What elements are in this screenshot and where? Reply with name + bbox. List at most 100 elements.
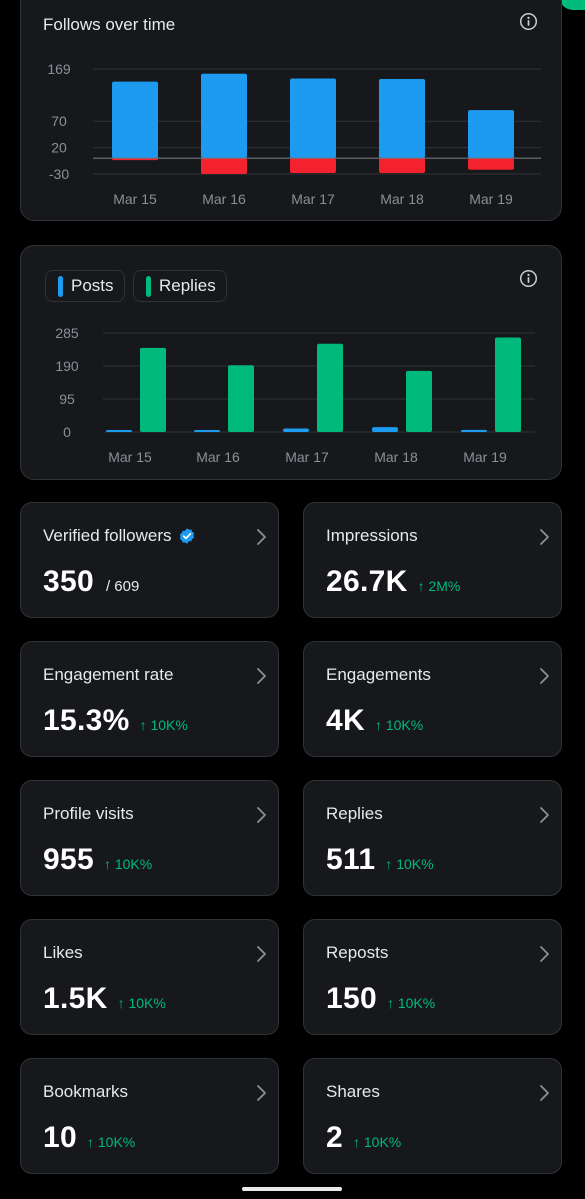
metric-delta: ↑ 10K% [117, 995, 166, 1011]
metric-label: Engagement rate [43, 665, 173, 685]
chevron-right-icon [540, 668, 549, 684]
metric-value: 511 [326, 843, 376, 876]
metric-total: / 609 [105, 578, 140, 595]
metric-label: Reposts [326, 943, 388, 963]
metric-label-text: Likes [43, 943, 83, 962]
metric-value: 15.3% [43, 704, 130, 737]
metric-card-likes[interactable]: Likes 1.5K ↑ 10K% [20, 919, 279, 1035]
home-indicator [242, 1187, 342, 1191]
metric-label: Impressions [326, 526, 418, 546]
metric-value: 4K [326, 704, 365, 737]
replies-bar [406, 370, 432, 432]
follows-lost-bar [379, 158, 425, 173]
follows-card-title: Follows over time [43, 15, 176, 34]
metric-value-row: 2 ↑ 10K% [326, 1121, 401, 1155]
x-tick-label: Mar 15 [113, 191, 157, 207]
metric-value-row: 26.7K ↑ 2M% [326, 565, 460, 599]
metric-delta: ↑ 10K% [385, 856, 434, 872]
metric-label: Bookmarks [43, 1082, 128, 1102]
chevron-right-icon [540, 807, 549, 823]
x-tick-label: Mar 18 [374, 449, 418, 465]
follows-gained-bar [201, 73, 247, 159]
chevron-right-icon [540, 1085, 549, 1101]
y-tick-label: -30 [49, 166, 69, 182]
metric-delta: ↑ 10K% [353, 1134, 402, 1150]
posts-bar [194, 430, 220, 432]
metric-card-verified-followers[interactable]: Verified followers 350 / 609 [20, 502, 279, 618]
metric-value: 10 [43, 1121, 77, 1154]
metric-value-row: 511 ↑ 10K% [326, 843, 434, 877]
follows-gained-bar [290, 78, 336, 159]
replies-bar [140, 347, 166, 432]
y-tick-label: 190 [55, 358, 79, 374]
replies-bar [495, 337, 521, 432]
posts-bar [372, 427, 398, 432]
x-tick-label: Mar 19 [469, 191, 513, 207]
metric-card-bookmarks[interactable]: Bookmarks 10 ↑ 10K% [20, 1058, 279, 1174]
legend-posts-label: Posts [71, 276, 114, 295]
follows-lost-bar [112, 158, 158, 161]
metric-label: Verified followers [43, 526, 196, 546]
metric-delta: ↑ 10K% [103, 856, 153, 872]
y-tick-label: 70 [51, 113, 67, 129]
metric-value: 1.5K [43, 982, 108, 1015]
status-indicator [559, 0, 585, 10]
metric-label: Replies [326, 804, 383, 824]
metric-label-text: Impressions [326, 526, 418, 545]
metric-label-text: Bookmarks [43, 1082, 129, 1101]
metric-card-engagement-rate[interactable]: Engagement rate 15.3% ↑ 10K% [20, 641, 279, 757]
metric-delta: ↑ 10K% [139, 717, 188, 733]
posts-swatch [58, 275, 63, 297]
metric-value-row: 10 ↑ 10K% [43, 1121, 135, 1155]
chevron-right-icon [540, 529, 549, 545]
metric-label-text: Engagements [326, 665, 431, 684]
metric-label: Shares [326, 1082, 380, 1102]
follows-lost-bar [468, 158, 514, 170]
info-circle-icon[interactable] [519, 269, 538, 288]
metric-card-profile-visits[interactable]: Profile visits 955 ↑ 10K% [20, 780, 279, 896]
metric-value-row: 150 ↑ 10K% [326, 982, 435, 1016]
metric-value: 150 [326, 982, 377, 1015]
replies-swatch [146, 275, 151, 297]
metric-card-reposts[interactable]: Reposts 150 ↑ 10K% [303, 919, 562, 1035]
metric-card-impressions[interactable]: Impressions 26.7K ↑ 2M% [303, 502, 562, 618]
metric-value-row: 1.5K ↑ 10K% [43, 982, 166, 1016]
x-tick-label: Mar 17 [285, 449, 329, 465]
metric-delta: ↑ 2M% [417, 578, 461, 594]
replies-bar [228, 365, 254, 432]
x-tick-label: Mar 15 [108, 449, 152, 465]
chevron-right-icon [257, 946, 266, 962]
metric-card-shares[interactable]: Shares 2 ↑ 10K% [303, 1058, 562, 1174]
legend-replies[interactable]: Replies [133, 270, 227, 302]
metric-card-engagements[interactable]: Engagements 4K ↑ 10K% [303, 641, 562, 757]
metric-value: 955 [43, 843, 94, 876]
posts-replies-card: Posts Replies 285 190 95 0 Mar 15 Mar 16 Mar 1… [20, 245, 562, 480]
chevron-right-icon [257, 529, 266, 545]
metric-value-row: 955 ↑ 10K% [43, 843, 152, 877]
y-tick-label: 20 [51, 140, 67, 156]
y-tick-label: 169 [47, 61, 71, 77]
x-tick-label: Mar 16 [202, 191, 246, 207]
follows-gained-bar [379, 79, 425, 159]
x-tick-label: Mar 17 [291, 191, 335, 207]
follows-over-time-card: Follows over time 169 70 20 -30 Mar 15 Mar 16… [20, 0, 562, 221]
info-circle-icon[interactable] [519, 12, 538, 31]
y-tick-label: 95 [59, 391, 75, 407]
follows-gained-bar [112, 81, 158, 159]
x-tick-label: Mar 19 [463, 449, 507, 465]
metric-card-replies[interactable]: Replies 511 ↑ 10K% [303, 780, 562, 896]
metric-value-row: 4K ↑ 10K% [326, 704, 423, 738]
metric-label-text: Engagement rate [43, 665, 174, 684]
y-tick-label: 0 [63, 424, 71, 440]
metric-label-text: Reposts [326, 943, 389, 962]
replies-bar [317, 343, 343, 432]
x-tick-label: Mar 16 [196, 449, 240, 465]
legend-posts[interactable]: Posts [45, 270, 125, 302]
metric-label-text: Verified followers [43, 526, 172, 545]
metric-value: 2 [326, 1121, 343, 1154]
metric-label: Profile visits [43, 804, 134, 824]
metric-value-row: 350 / 609 [43, 565, 139, 599]
metric-delta: ↑ 10K% [386, 995, 436, 1011]
posts-bar [106, 430, 132, 432]
metric-label-text: Replies [326, 804, 383, 823]
